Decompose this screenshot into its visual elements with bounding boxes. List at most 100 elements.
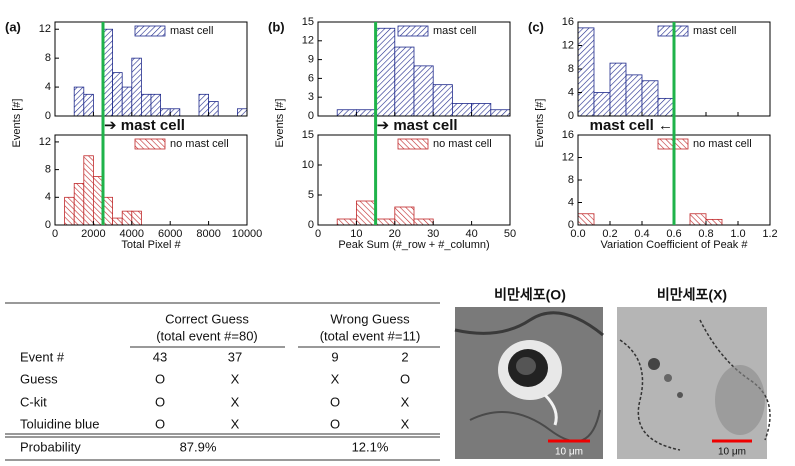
x-tick-label: 6000 [158,228,182,240]
bar [64,196,75,226]
y-tick-label: 8 [45,52,51,64]
bar [413,65,434,117]
y-tick-label: 0 [308,110,314,122]
y-tick-label: 0 [45,219,51,231]
bar [705,218,723,226]
bar [198,93,210,117]
column-group-subtitle: (total event #=80) [156,328,258,343]
x-tick-label: 0.2 [602,228,617,240]
plot-frame [317,134,511,226]
x-axis-label: Peak Sum (#_row + #_column) [338,239,489,251]
bar [73,86,85,117]
table-cell: 2 [401,349,408,364]
bar [112,217,123,226]
x-tick-label: 4000 [120,228,144,240]
legend-swatch [397,138,429,150]
panel-label: (c) [528,19,544,34]
bar [413,218,434,226]
legend-swatch [134,25,166,37]
bar [689,213,707,226]
y-tick-label: 0 [568,219,574,231]
table-cell: X [401,416,410,431]
y-tick-label: 16 [562,16,574,28]
y-tick-label: 15 [302,129,314,141]
column-group-title: Wrong Guess [330,311,410,326]
y-tick-label: 0 [568,110,574,122]
x-tick-label: 0.4 [634,228,649,240]
x-tick-label: 0 [315,228,321,240]
y-tick-label: 12 [302,35,314,47]
table-cell: X [231,371,240,386]
bar [121,210,133,226]
table-cell: O [400,371,410,386]
x-tick-label: 1.0 [730,228,745,240]
x-tick-label: 8000 [196,228,220,240]
bar [609,62,627,117]
legend-label: no mast cell [693,138,752,150]
bar [83,155,94,226]
image-title: 비만세포(O) [494,287,566,303]
y-axis-label: Events [#] [11,99,23,148]
x-tick-label: 10 [350,228,362,240]
bar [657,97,675,117]
row-label: Toluidine blue [20,416,100,431]
y-tick-label: 12 [562,151,574,163]
x-tick-label: 2000 [81,228,105,240]
table-cell: O [155,394,165,409]
plot-frame [54,21,248,117]
legend-label: no mast cell [433,138,492,150]
bar [593,92,611,117]
column-group-subtitle: (total event #=11) [320,328,421,343]
legend-label: mast cell [170,25,213,37]
bar [355,200,376,226]
y-tick-label: 9 [308,54,314,66]
table-cell: O [155,371,165,386]
y-tick-label: 15 [302,16,314,28]
legend-swatch [397,25,429,37]
y-tick-label: 4 [45,81,51,93]
table-cell: 37 [228,349,242,364]
table-cell: 43 [153,349,167,364]
bar [208,101,219,117]
bar [73,183,85,226]
annotation: ➔ mast cell [377,117,458,134]
y-tick-label: 12 [39,136,51,148]
scale-bar-label: 10 μm [718,447,746,458]
y-tick-label: 8 [568,174,574,186]
y-tick-label: 12 [562,39,574,51]
bar [355,109,376,117]
image-title: 비만세포(X) [657,287,727,303]
x-tick-label: 0.0 [570,228,585,240]
summary-label: Probability [20,439,81,454]
y-tick-label: 0 [45,110,51,122]
table-cell: X [401,394,410,409]
y-tick-label: 16 [562,129,574,141]
bar [375,218,396,226]
bar [169,108,181,117]
y-tick-label: 4 [568,86,574,98]
bar [112,72,123,117]
annotation: ➔ mast cell [104,117,185,134]
bar [577,27,595,117]
legend-label: mast cell [693,25,736,37]
row-label: Event # [20,349,65,364]
plot-frame [317,21,511,117]
bar [394,206,415,226]
bar [625,74,643,117]
bar [160,108,171,117]
bar [150,93,162,117]
micrograph [617,307,771,459]
table-cell: X [331,371,340,386]
micrograph [454,307,604,459]
bar [131,57,142,117]
column-group-title: Correct Guess [165,311,249,326]
bar [131,210,142,226]
bar [490,109,511,117]
legend-label: no mast cell [170,138,229,150]
bar [375,27,396,117]
bar [336,109,357,117]
row-label: C-kit [20,394,47,409]
table-cell: 9 [331,349,338,364]
x-axis-label: Variation Coefficient of Peak # [601,239,749,251]
